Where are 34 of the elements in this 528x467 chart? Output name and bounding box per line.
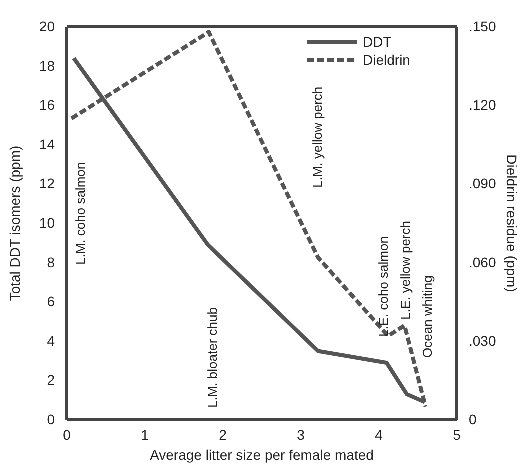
y-tick-label: 10 [39,214,56,231]
x-axis-title: Average litter size per female mated [150,447,374,463]
y2-tick-label: 0 [469,411,477,428]
y-tick-label: 8 [47,254,56,270]
y-tick-label: 12 [39,176,56,192]
x-tick-label: 1 [141,426,150,443]
y-tick-label: 6 [47,294,56,310]
y-tick-label: 0 [47,411,56,428]
y2-axis-title: Dieldrin residue (ppm) [504,154,520,292]
y2-tick-label: .030 [469,332,496,349]
y-tick-label: 2 [47,372,56,388]
x-tick-label: 2 [219,426,228,443]
y-tick-label: 20 [39,18,56,34]
y2-tick-label: .060 [469,254,496,270]
x-tick-label: 4 [375,426,384,443]
annotation: L.E. coho salmon [376,236,391,337]
annotation: L.E. yellow perch [398,221,413,320]
x-tick-label: 3 [297,426,306,443]
x-tick-label: 5 [453,426,462,443]
y2-tick-label: .090 [469,176,496,192]
y-tick-label: 14 [39,136,56,152]
annotation: L.M. coho salmon [73,162,88,265]
annotation: Ocean whiting [420,276,435,358]
legend-label: Dieldrin [363,52,410,68]
annotation: L.M. yellow perch [310,86,325,188]
annotation: L.M. bloater chub [205,308,220,408]
y-tick-label: 18 [39,58,56,74]
y-axis-title: Total DDT isomers (ppm) [7,146,23,302]
x-tick-label: 0 [63,426,72,443]
y2-tick-label: .120 [469,97,496,114]
y-tick-label: 4 [47,332,56,349]
y2-tick-label: .150 [469,18,496,34]
legend-label: DDT [363,34,392,50]
y-tick-label: 16 [39,97,56,114]
